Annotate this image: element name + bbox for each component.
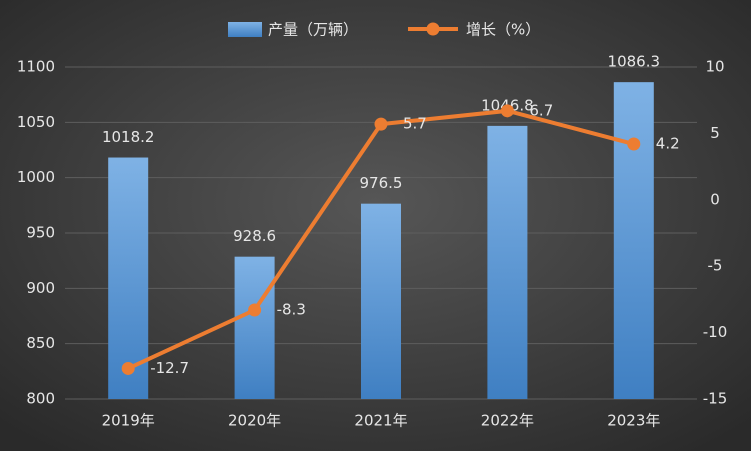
line-value-label: 4.2 bbox=[656, 135, 680, 153]
line-value-label: 5.7 bbox=[403, 115, 427, 133]
y2-tick-label: 10 bbox=[705, 58, 724, 76]
bar-value-label: 1018.2 bbox=[102, 128, 155, 146]
line-marker bbox=[500, 104, 514, 118]
x-tick-label: 2019年 bbox=[102, 412, 155, 430]
y-tick-label: 800 bbox=[26, 390, 55, 408]
line-marker bbox=[248, 303, 262, 317]
y2-tick-label: -5 bbox=[708, 257, 723, 275]
bar bbox=[234, 256, 275, 399]
y-tick-label: 950 bbox=[26, 224, 55, 242]
bar bbox=[487, 125, 528, 399]
y-tick-label: 1000 bbox=[17, 168, 55, 186]
x-tick-label: 2020年 bbox=[228, 412, 281, 430]
bar bbox=[361, 203, 401, 399]
y2-tick-label: 0 bbox=[710, 190, 720, 208]
x-tick-label: 2023年 bbox=[607, 412, 660, 430]
line-value-label: -12.7 bbox=[150, 359, 189, 377]
x-tick-label: 2021年 bbox=[354, 412, 407, 430]
legend-swatch bbox=[426, 22, 440, 36]
x-tick-label: 2022年 bbox=[481, 412, 534, 430]
y-tick-label: 1050 bbox=[17, 113, 55, 131]
bar-value-label: 976.5 bbox=[360, 174, 403, 192]
y-tick-label: 900 bbox=[26, 279, 55, 297]
y-tick-label: 850 bbox=[26, 334, 55, 352]
line-marker bbox=[627, 137, 641, 151]
legend-swatch bbox=[228, 22, 262, 37]
y2-tick-label: -15 bbox=[703, 390, 728, 408]
legend-label: 增长（%） bbox=[466, 21, 540, 39]
line-value-label: 6.7 bbox=[529, 101, 553, 119]
legend-label: 产量（万辆） bbox=[268, 21, 358, 39]
line-marker bbox=[374, 117, 388, 131]
y2-tick-label: 5 bbox=[710, 124, 720, 142]
line-marker bbox=[121, 361, 135, 375]
bar bbox=[613, 82, 654, 400]
y2-tick-label: -10 bbox=[703, 323, 728, 341]
bar-value-label: 928.6 bbox=[233, 227, 276, 245]
bar bbox=[108, 157, 149, 399]
bar-value-label: 1086.3 bbox=[608, 53, 661, 71]
line-value-label: -8.3 bbox=[277, 301, 306, 319]
y-tick-label: 1100 bbox=[17, 58, 55, 76]
